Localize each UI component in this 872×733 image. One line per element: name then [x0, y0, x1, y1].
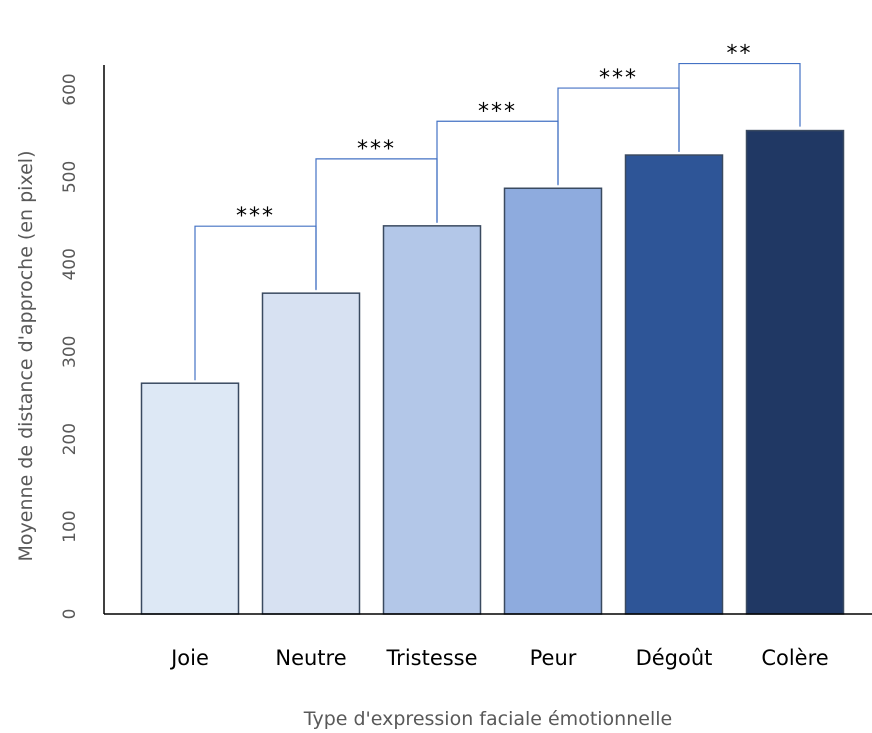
y-tick-label: 200 [60, 423, 80, 455]
bar [503, 187, 603, 615]
category-label: Dégoût [636, 646, 713, 670]
y-tick-label: 0 [60, 609, 80, 620]
significance-brackets [194, 62, 801, 381]
category-label: Neutre [275, 646, 346, 670]
significance-label: *** [478, 99, 517, 124]
bars [140, 129, 845, 615]
y-axis-ticks: 0 100 200 300 400 500 600 [60, 73, 80, 619]
significance-labels: ************** [236, 42, 753, 230]
bar [745, 129, 845, 615]
bar [140, 382, 240, 615]
bar [624, 154, 724, 615]
bar [382, 225, 482, 615]
significance-label: *** [236, 204, 275, 229]
x-axis-categories: Joie Neutre Tristesse Peur Dégoût Colère [169, 646, 829, 670]
category-label: Joie [169, 646, 209, 670]
category-label: Peur [530, 646, 577, 670]
category-label: Colère [761, 646, 828, 670]
y-tick-label: 400 [60, 248, 80, 280]
bar [261, 292, 361, 615]
y-axis-title: Moyenne de distance d'approche (en pixel… [15, 151, 37, 562]
significance-label: ** [727, 42, 753, 67]
significance-label: *** [357, 137, 396, 162]
category-label: Tristesse [385, 646, 477, 670]
y-tick-label: 100 [60, 510, 80, 542]
y-tick-label: 600 [60, 73, 80, 105]
x-axis-title: Type d'expression faciale émotionnelle [303, 708, 672, 730]
significance-label: *** [599, 66, 638, 91]
y-tick-label: 500 [60, 161, 80, 193]
significance-bracket [678, 62, 801, 153]
y-tick-label: 300 [60, 336, 80, 368]
